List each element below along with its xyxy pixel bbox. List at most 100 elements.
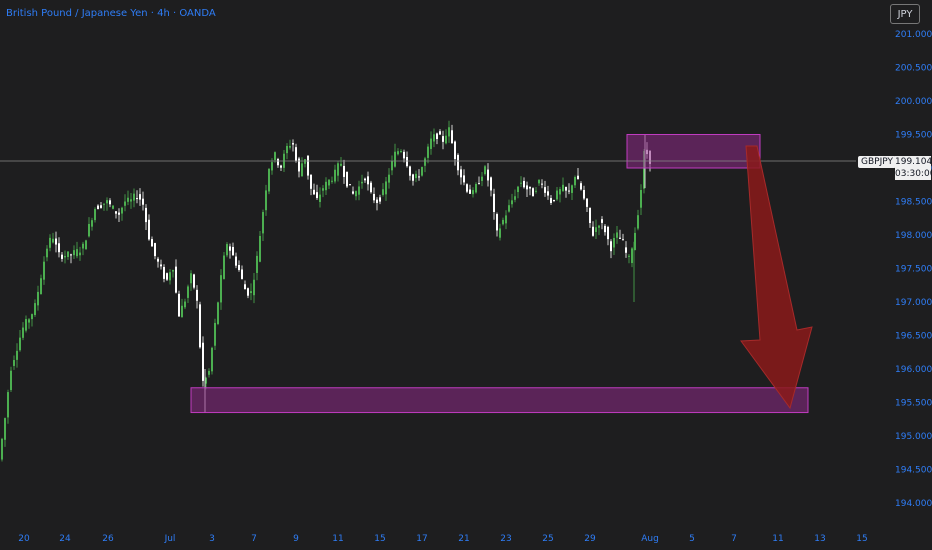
candle-body xyxy=(481,176,483,181)
candle-body xyxy=(304,159,306,164)
candle-body xyxy=(367,176,369,185)
y-tick-label: 196.500 xyxy=(895,332,932,342)
x-tick-label: 15 xyxy=(856,534,867,544)
candle-body xyxy=(106,200,108,204)
candle-body xyxy=(115,211,117,214)
y-tick-label: 197.500 xyxy=(895,265,932,275)
candle-body xyxy=(295,147,297,161)
candle-body xyxy=(208,370,210,375)
candle-body xyxy=(505,215,507,224)
y-tick-label: 200.500 xyxy=(895,64,932,74)
candle-body xyxy=(238,264,240,270)
candle-body xyxy=(475,183,477,193)
candle-body xyxy=(604,225,606,233)
candle-body xyxy=(307,155,309,176)
candle-body xyxy=(7,392,9,418)
candle-body xyxy=(460,169,462,178)
candle-body xyxy=(46,248,48,258)
candle-body xyxy=(145,207,147,223)
currency-button[interactable]: JPY xyxy=(890,4,920,24)
candle-body xyxy=(139,194,141,200)
countdown-label: 03:30:00 xyxy=(895,168,932,180)
candle-body xyxy=(157,258,159,262)
candle-body xyxy=(514,196,516,200)
candle-body xyxy=(241,269,243,279)
candle-body xyxy=(454,141,456,160)
candle-body xyxy=(628,255,630,257)
candle-body xyxy=(181,305,183,318)
y-tick-label: 201.000 xyxy=(895,30,932,40)
x-tick-label: 26 xyxy=(102,534,114,544)
candle-body xyxy=(502,219,504,225)
candle-body xyxy=(601,219,603,223)
candle-body xyxy=(562,184,564,192)
candle-body xyxy=(619,237,621,239)
candle-body xyxy=(37,291,39,306)
candle-body xyxy=(301,163,303,177)
candle-body xyxy=(256,255,258,273)
down-arrow xyxy=(740,145,813,410)
candle-body xyxy=(595,227,597,232)
candle-body xyxy=(448,127,450,137)
candle-body xyxy=(25,319,27,331)
candle-body xyxy=(331,180,333,182)
candle-body xyxy=(466,184,468,192)
candle-body xyxy=(337,163,339,176)
candle-body xyxy=(172,270,174,272)
candle-body xyxy=(178,293,180,317)
candle-body xyxy=(310,174,312,189)
x-tick-label: 23 xyxy=(500,534,511,544)
x-tick-label: 21 xyxy=(458,534,469,544)
candle-body xyxy=(16,350,18,360)
x-tick-label: 7 xyxy=(251,534,257,544)
candle-body xyxy=(313,189,315,195)
candle-body xyxy=(190,273,192,284)
candle-body xyxy=(499,228,501,238)
candle-body xyxy=(160,264,162,267)
candle-body xyxy=(52,238,54,243)
candle-body xyxy=(328,179,330,186)
time-axis: 20 24 26 Jul 3 7 9 11 15 17 21 23 25 29 Aug 5 7 11 13 15 xyxy=(18,534,867,544)
candle-body xyxy=(127,197,129,202)
candle-body xyxy=(64,255,66,258)
y-tick-label: 195.000 xyxy=(895,432,932,442)
candle-body xyxy=(544,187,546,193)
candle-body xyxy=(187,286,189,298)
candle-body xyxy=(163,266,165,279)
candle-body xyxy=(523,180,525,188)
candle-body xyxy=(517,186,519,193)
candle-body xyxy=(259,235,261,262)
candle-body xyxy=(34,303,36,315)
candle-body xyxy=(397,151,399,155)
candle-body xyxy=(19,337,21,351)
candle-body xyxy=(568,190,570,192)
candle-body xyxy=(292,143,294,145)
candle-body xyxy=(340,163,342,166)
candle-body xyxy=(553,199,555,201)
candle-body xyxy=(97,205,99,210)
x-tick-label: 17 xyxy=(416,534,427,544)
candle-body xyxy=(334,169,336,182)
candle-body xyxy=(382,189,384,195)
candle-body xyxy=(556,190,558,200)
candle-body xyxy=(319,194,321,202)
y-tick-label: 194.000 xyxy=(895,499,932,509)
candle-body xyxy=(118,212,120,215)
candle-body xyxy=(640,190,642,208)
candle-body xyxy=(154,243,156,257)
x-tick-label: Jul xyxy=(164,534,176,544)
candle-body xyxy=(535,190,537,192)
candle-body xyxy=(58,243,60,253)
candle-body xyxy=(433,134,435,142)
x-tick-label: 3 xyxy=(209,534,215,544)
candle-body xyxy=(271,162,273,171)
candle-body xyxy=(457,154,459,171)
arrow-shape xyxy=(740,145,813,410)
candle-body xyxy=(406,157,408,167)
candle-body xyxy=(199,304,201,348)
candle-body xyxy=(571,185,573,193)
x-tick-label: 7 xyxy=(731,534,737,544)
candle-body xyxy=(217,302,219,325)
candle-body xyxy=(490,177,492,191)
